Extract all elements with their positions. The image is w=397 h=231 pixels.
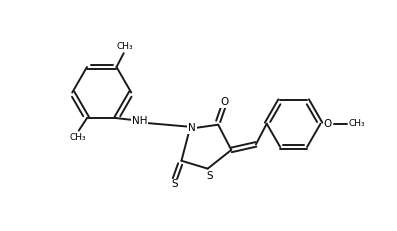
Text: CH₃: CH₃ [116, 42, 133, 51]
Text: CH₃: CH₃ [348, 119, 365, 128]
Text: S: S [206, 171, 213, 181]
Text: O: O [324, 119, 332, 129]
Text: N: N [188, 123, 196, 133]
Text: O: O [220, 97, 228, 107]
Text: NH: NH [132, 116, 147, 126]
Text: S: S [171, 179, 177, 189]
Text: CH₃: CH₃ [69, 133, 86, 142]
